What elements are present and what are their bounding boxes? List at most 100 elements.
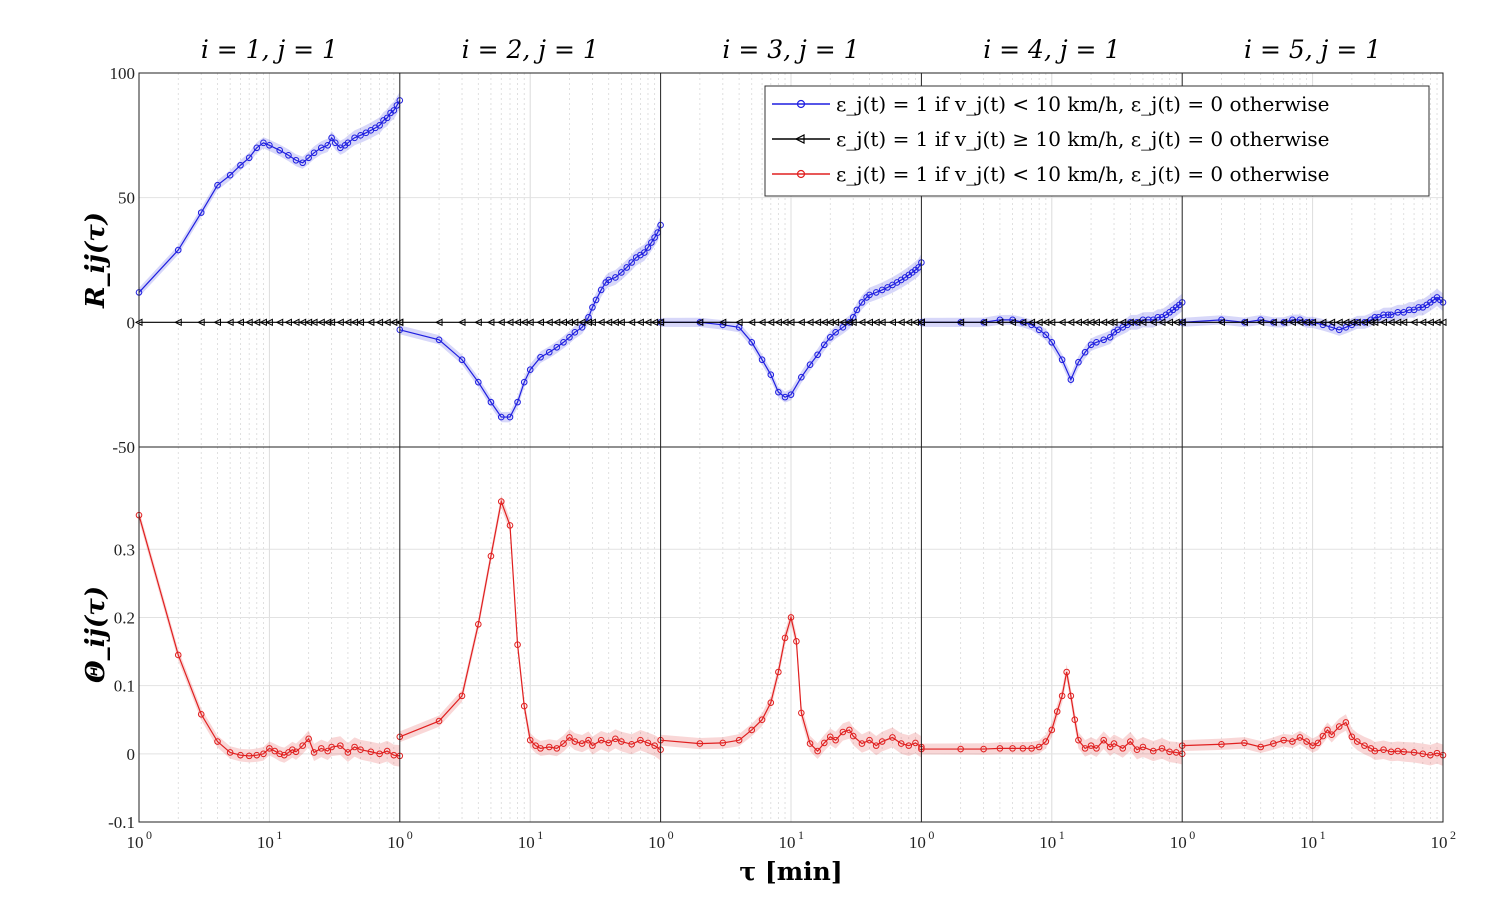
data-point — [545, 318, 553, 327]
data-point — [597, 736, 605, 744]
series-line — [399, 499, 661, 751]
data-point — [758, 716, 766, 724]
data-point — [1370, 318, 1379, 327]
data-point — [1379, 318, 1388, 327]
data-point — [849, 314, 857, 321]
data-point — [1035, 326, 1043, 334]
data-point — [1100, 336, 1107, 344]
data-point — [1289, 738, 1296, 745]
data-point — [1335, 723, 1343, 730]
x-tick-exponent: 0 — [407, 828, 413, 842]
data-point — [605, 739, 613, 747]
data-point — [1241, 739, 1248, 747]
column-title: i = 3, j = 1 — [722, 35, 859, 64]
data-point — [820, 739, 828, 747]
data-point — [644, 739, 652, 747]
data-point — [383, 114, 391, 122]
data-point — [289, 746, 296, 754]
data-point — [266, 745, 273, 752]
data-point — [310, 749, 318, 756]
legend-item-3: ε_j(t) = 1 if v_j(t) < 10 km/h, ε_j(t) =… — [772, 162, 1330, 186]
legend-label-1: ε_j(t) = 1 if v_j(t) < 10 km/h, ε_j(t) =… — [836, 92, 1330, 116]
data-point — [1066, 318, 1075, 327]
series-line — [921, 671, 1183, 755]
data-point — [174, 318, 182, 327]
data-point — [560, 338, 567, 346]
confidence-band — [1182, 714, 1443, 766]
data-point — [878, 318, 886, 327]
data-point — [174, 246, 182, 254]
data-point — [253, 751, 261, 759]
data-point — [735, 736, 743, 744]
data-point — [826, 333, 834, 341]
data-point — [1028, 745, 1035, 752]
data-point — [1114, 326, 1121, 334]
y-tick-label: 0 — [127, 745, 136, 764]
data-point — [878, 738, 886, 745]
data-point — [748, 338, 756, 346]
data-point — [889, 734, 896, 741]
data-point — [1279, 318, 1288, 327]
data-point — [1342, 324, 1350, 331]
data-point — [526, 366, 534, 374]
data-point — [390, 107, 398, 114]
data-point — [566, 734, 573, 741]
data-point — [846, 726, 853, 734]
data-point — [458, 692, 466, 700]
data-point — [487, 552, 495, 560]
data-point — [435, 717, 443, 725]
data-point — [1067, 376, 1075, 383]
x-tick-label: 10 — [1039, 833, 1056, 852]
data-point — [853, 306, 861, 314]
series-line — [138, 100, 401, 293]
data-point — [292, 156, 300, 164]
grid-layer — [139, 73, 1443, 822]
data-point — [497, 413, 505, 421]
data-point — [1087, 341, 1095, 349]
data-point — [1303, 738, 1310, 745]
data-point — [1053, 708, 1061, 715]
x-tick-exponent: 1 — [1320, 828, 1326, 842]
data-point — [1081, 745, 1089, 752]
data-point — [1296, 734, 1304, 741]
x-tick-label: 10 — [1170, 833, 1187, 852]
x-tick-label: 10 — [387, 833, 404, 852]
column-title: i = 1, j = 1 — [201, 35, 338, 64]
data-point — [1093, 338, 1100, 346]
y-tick-label: -0.1 — [108, 813, 135, 832]
data-point — [1327, 318, 1336, 327]
data-point — [1371, 747, 1379, 755]
data-point — [305, 735, 312, 743]
data-point — [814, 351, 821, 359]
data-point — [276, 146, 284, 154]
data-point — [1328, 324, 1335, 331]
data-point — [506, 413, 514, 421]
data-point — [545, 348, 553, 356]
data-point — [781, 634, 789, 642]
data-point — [1087, 742, 1095, 749]
data-point — [526, 736, 534, 744]
data-point — [344, 139, 352, 147]
data-point — [734, 318, 743, 327]
data-point — [597, 286, 605, 294]
data-point — [1058, 692, 1066, 700]
y-tick-label: 0 — [127, 313, 136, 332]
data-point — [1048, 726, 1056, 734]
data-point — [1075, 358, 1082, 366]
x-tick-label: 10 — [257, 833, 274, 852]
data-point — [526, 318, 534, 327]
data-point — [832, 736, 839, 744]
data-point — [1027, 318, 1036, 327]
data-point — [766, 318, 775, 327]
data-point — [1139, 743, 1147, 751]
data-point — [1058, 318, 1066, 327]
data-point — [486, 318, 495, 327]
confidence-band — [660, 253, 922, 403]
data-point — [897, 318, 905, 327]
data-point — [497, 498, 505, 505]
data-point — [570, 318, 579, 327]
data-point — [1019, 745, 1027, 752]
data-point — [474, 318, 482, 327]
legend-circle-marker-icon — [796, 99, 806, 109]
data-point — [1138, 318, 1147, 327]
